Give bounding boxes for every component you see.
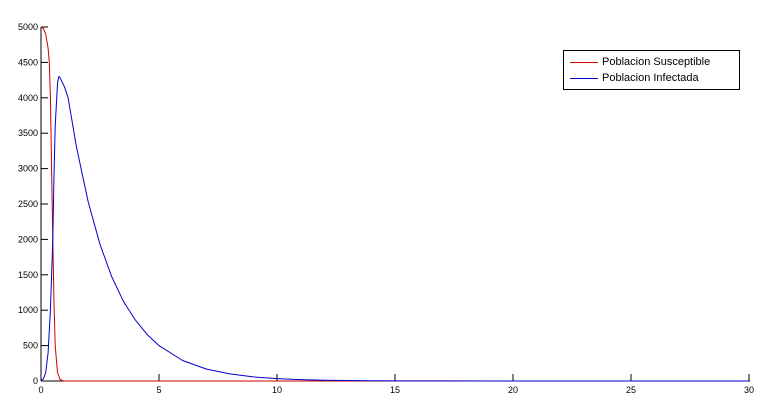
y-tick-label: 2000	[18, 234, 38, 244]
y-tick-label: 3000	[18, 164, 38, 174]
legend-swatch-infected	[570, 77, 598, 79]
series-line-infected	[40, 76, 749, 382]
series-lines	[40, 26, 749, 382]
legend-item-infected: Poblacion Infectada	[570, 70, 699, 86]
y-tick-label: 3500	[18, 128, 38, 138]
axes: 0 500 1000 1500 2000 2500 3000 3500 4000 4500 5000…	[18, 22, 754, 395]
x-tick-label: 10	[272, 385, 282, 395]
y-tick-label: 4500	[18, 57, 38, 67]
y-tick-label: 2500	[18, 199, 38, 209]
legend-item-susceptible: Poblacion Susceptible	[570, 54, 710, 70]
x-tick-label: 20	[508, 385, 518, 395]
x-tick-label: 25	[626, 385, 636, 395]
x-tick-label: 30	[744, 385, 754, 395]
x-tick-label: 0	[38, 385, 43, 395]
x-tick-label: 5	[156, 385, 161, 395]
y-tick-label: 4000	[18, 93, 38, 103]
y-tick-label: 1500	[18, 270, 38, 280]
legend-label-infected: Poblacion Infectada	[602, 72, 699, 84]
legend: Poblacion Susceptible Poblacion Infectad…	[563, 50, 740, 90]
y-tick-label: 5000	[18, 22, 38, 32]
y-tick-label: 500	[23, 341, 38, 351]
y-tick-label: 0	[33, 376, 38, 386]
x-tick-label: 15	[390, 385, 400, 395]
y-tick-label: 1000	[18, 305, 38, 315]
legend-label-susceptible: Poblacion Susceptible	[602, 56, 711, 68]
legend-swatch-susceptible	[570, 61, 598, 63]
